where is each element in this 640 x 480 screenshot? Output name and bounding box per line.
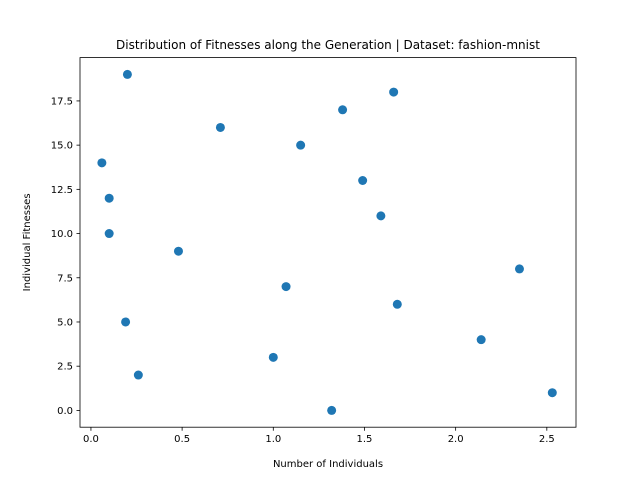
data-point [133, 370, 143, 380]
data-point [104, 229, 114, 239]
data-point [547, 388, 557, 398]
data-point [122, 69, 132, 79]
data-point [121, 317, 131, 327]
x-tick-label: 1.5 [357, 434, 373, 445]
y-tick-label: 0.0 [57, 406, 73, 417]
x-tick-label: 1.0 [265, 434, 281, 445]
data-point [514, 264, 524, 274]
data-point [392, 299, 402, 309]
x-axis: 0.0 0.5 1.0 1.5 2.0 2.5 [83, 427, 555, 445]
plot-frame [79, 57, 577, 428]
y-tick-label: 7.5 [57, 273, 73, 284]
data-points [97, 69, 557, 415]
y-axis-label: Individual Fitnesses [22, 193, 33, 291]
x-axis-label: Number of Individuals [273, 459, 383, 470]
y-tick-label: 2.5 [57, 362, 73, 373]
x-tick-label: 2.5 [539, 434, 555, 445]
data-point [104, 193, 114, 203]
y-tick-label: 17.5 [51, 96, 73, 107]
data-point [173, 246, 183, 256]
y-tick-label: 10.0 [51, 229, 73, 240]
data-point [281, 282, 291, 292]
data-point [327, 405, 337, 415]
data-point [338, 105, 348, 115]
y-tick-label: 5.0 [57, 317, 73, 328]
plot-area [79, 57, 577, 428]
y-tick-label: 15.0 [51, 141, 73, 152]
data-point [215, 122, 225, 132]
x-tick-label: 2.0 [448, 434, 464, 445]
data-point [476, 335, 486, 345]
x-tick-label: 0.5 [174, 434, 190, 445]
data-point [376, 211, 386, 221]
x-tick-label: 0.0 [83, 434, 99, 445]
data-point [358, 176, 368, 186]
y-axis: 0.0 2.5 5.0 7.5 10.0 12.5 15.0 17.5 [51, 96, 80, 417]
data-point [268, 352, 278, 362]
data-point [97, 158, 107, 168]
data-point [296, 140, 306, 150]
data-point [389, 87, 399, 97]
y-tick-label: 12.5 [51, 185, 73, 196]
chart-title: Distribution of Fitnesses along the Gene… [116, 38, 540, 52]
